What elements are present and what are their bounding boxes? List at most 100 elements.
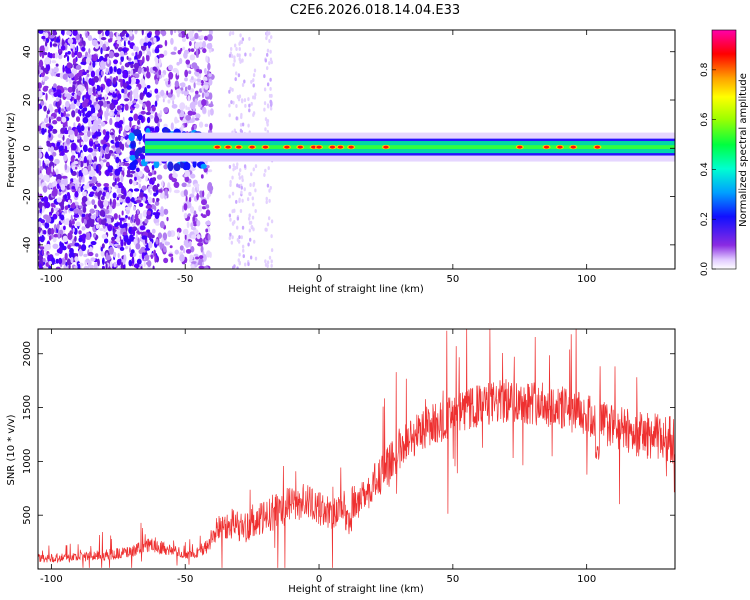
spectrogram-cell (129, 154, 136, 161)
spectrogram-cell (164, 162, 168, 167)
spectrogram-cell (87, 164, 92, 172)
spectrogram-cell (38, 30, 44, 34)
spectrogram-cell (75, 221, 81, 227)
spectrogram-cell (80, 186, 83, 193)
spectrogram-cell (116, 68, 122, 75)
spectrogram-cell (171, 177, 178, 183)
spectrogram-cell (238, 41, 241, 46)
spectrogram-cell (265, 227, 268, 232)
spectrogram-cell (72, 80, 77, 85)
spectrogram-cell (159, 220, 165, 229)
spectrogram-cell (54, 52, 59, 59)
spectrogram-cell (127, 70, 131, 75)
spectrogram-cell (152, 177, 157, 182)
colorbar (711, 29, 737, 270)
spectrogram-cell (163, 208, 169, 215)
spectrogram-cell (95, 94, 98, 98)
spectrogram-cell (58, 257, 63, 265)
spectrogram-cell (102, 191, 106, 197)
spectrogram-cell (93, 204, 97, 209)
spectrogram-cell (72, 84, 76, 93)
y-tick-label: -20 (22, 188, 33, 204)
colorbar-tick-label: 0.2 (700, 212, 710, 226)
spectrogram-cell (270, 35, 273, 40)
spectrogram-cell (100, 60, 106, 69)
spectrogram-cell (92, 86, 96, 94)
spectrogram-cell (78, 230, 82, 235)
spectrogram-cell (146, 54, 150, 62)
spectrogram-cell (83, 156, 87, 164)
spectrogram-cell (82, 205, 87, 213)
spectrogram-cell (140, 78, 145, 86)
spectrogram-cell (151, 164, 155, 170)
spectrogram-cell (160, 211, 165, 217)
spectrogram-cell (113, 251, 117, 258)
spectrogram-cell (188, 70, 192, 75)
spectrogram-cell (239, 168, 242, 173)
spectrogram-cell (134, 176, 137, 181)
spectrogram-cell (153, 37, 157, 44)
amplitude-peak (543, 145, 550, 149)
spectrogram-cell (155, 189, 159, 195)
spectrogram-cell (135, 46, 139, 52)
spectrogram-cell (132, 214, 135, 223)
spectrogram-cell (81, 216, 85, 224)
spectrogram-cell (39, 45, 45, 54)
spectrogram-cell (85, 235, 91, 240)
spectrogram-cell (254, 188, 257, 193)
spectrogram-cell (76, 45, 79, 53)
spectrogram-cell (130, 197, 135, 203)
spectrogram-cell (137, 119, 141, 125)
spectrogram-cell (231, 31, 235, 36)
spectrogram-cell (124, 37, 128, 42)
spectrogram-cell (109, 102, 115, 111)
spectrogram-cell (200, 213, 204, 217)
spectrogram-cell (188, 240, 192, 248)
spectrogram-cell (119, 219, 122, 226)
spectrogram-cell (87, 154, 92, 161)
spectrogram-cell (113, 213, 118, 220)
spectrogram-cell (123, 254, 127, 263)
spectrogram-cell (160, 30, 164, 35)
spectrogram-cell (46, 110, 50, 115)
spectrogram-cell (107, 165, 114, 173)
spectrogram-image (38, 30, 675, 269)
spectrogram-cell (252, 167, 255, 172)
spectrogram-cell (164, 39, 168, 47)
spectrogram-cell (135, 167, 140, 173)
spectrogram-cell (236, 53, 239, 58)
spectrogram-cell (185, 248, 192, 254)
spectrogram-cell (95, 103, 101, 111)
spectrogram-cell (63, 154, 68, 162)
spectrogram-cell (85, 32, 89, 38)
spectrogram-cell (111, 236, 116, 242)
spectrogram-cell (88, 64, 93, 73)
spectrogram-cell (74, 235, 77, 242)
spectrogram-cell (156, 94, 159, 102)
spectrogram-cell (39, 166, 44, 171)
spectrogram-cell (90, 94, 94, 101)
spectrogram-cell (186, 183, 192, 188)
spectrogram-cell (123, 234, 129, 243)
spectrogram-cell (38, 213, 42, 217)
spectrogram-cell (125, 33, 130, 38)
spectrogram-cell (229, 46, 233, 51)
spectrogram-cell (242, 248, 245, 253)
spectrogram-cell (152, 66, 157, 71)
spectrogram-cell (53, 224, 57, 230)
spectrogram-cell (113, 66, 117, 73)
spectrogram-cell (161, 237, 164, 244)
spectrogram-cell (54, 35, 58, 44)
spectrogram-cell (62, 235, 68, 243)
spectrogram-cell (75, 166, 78, 170)
spectrogram-cell (81, 196, 88, 204)
spectrogram-cell (108, 185, 111, 194)
spectrogram-cell (93, 156, 97, 164)
spectrogram-cell (120, 174, 124, 183)
spectrogram-cell (102, 57, 108, 62)
snr-plot-area (38, 329, 675, 568)
spectrogram-cell (143, 67, 147, 72)
spectrogram-cell (187, 110, 193, 116)
spectrogram-cell (228, 53, 232, 58)
spectrogram-cell (181, 37, 187, 43)
